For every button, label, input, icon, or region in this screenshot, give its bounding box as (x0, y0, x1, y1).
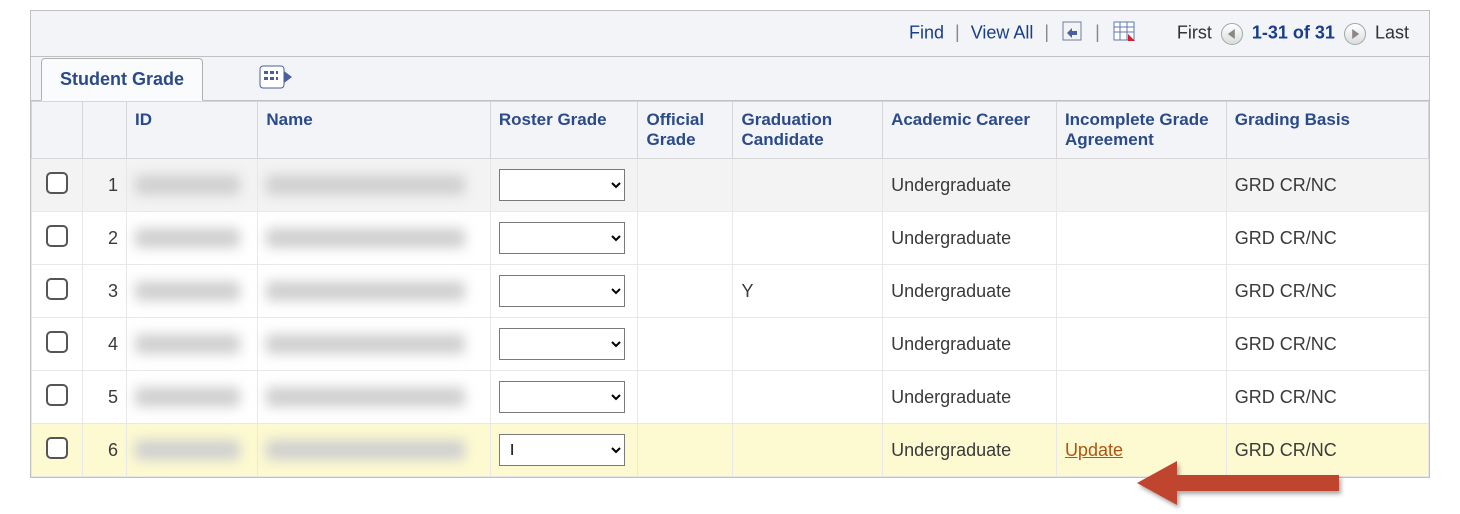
roster-grade-select[interactable] (499, 169, 625, 201)
roster-grade-select[interactable] (499, 222, 625, 254)
col-header-select (32, 102, 83, 159)
find-link[interactable]: Find (909, 22, 944, 42)
student-grade-table: ID Name Roster Grade Official Grade Grad… (31, 101, 1429, 477)
student-name-cell (258, 371, 490, 424)
grading-basis-cell: GRD CR/NC (1226, 318, 1428, 371)
row-number: 4 (82, 318, 126, 371)
zoom-icon[interactable] (1062, 21, 1082, 46)
official-grade-cell (638, 424, 733, 477)
col-header-basis[interactable]: Grading Basis (1226, 102, 1428, 159)
student-name-cell (258, 424, 490, 477)
student-name-cell (258, 318, 490, 371)
official-grade-cell (638, 265, 733, 318)
row-select-checkbox[interactable] (46, 225, 68, 247)
grading-basis-cell: GRD CR/NC (1226, 424, 1428, 477)
student-id-cell (127, 318, 258, 371)
separator: | (1044, 22, 1049, 42)
official-grade-cell (638, 318, 733, 371)
academic-career-cell: Undergraduate (883, 265, 1057, 318)
table-row: 1 Undergraduate GRD CR/NC (32, 159, 1429, 212)
grading-basis-cell: GRD CR/NC (1226, 212, 1428, 265)
grid-toolbar: Find | View All | | First 1-31 of 31 Las… (31, 11, 1429, 57)
last-label[interactable]: Last (1375, 22, 1409, 42)
student-name-cell (258, 159, 490, 212)
col-header-id[interactable]: ID (127, 102, 258, 159)
row-select-checkbox[interactable] (46, 384, 68, 406)
row-number: 2 (82, 212, 126, 265)
academic-career-cell: Undergraduate (883, 424, 1057, 477)
show-all-columns-icon[interactable] (259, 65, 293, 94)
roster-grade-select[interactable] (499, 381, 625, 413)
grad-candidate-cell (733, 318, 883, 371)
grad-candidate-cell (733, 212, 883, 265)
academic-career-cell: Undergraduate (883, 318, 1057, 371)
student-id-cell (127, 371, 258, 424)
official-grade-cell (638, 159, 733, 212)
academic-career-cell: Undergraduate (883, 212, 1057, 265)
row-select-checkbox[interactable] (46, 278, 68, 300)
incomplete-agreement-cell (1056, 265, 1226, 318)
roster-grade-select[interactable]: I (499, 434, 625, 466)
student-id-cell (127, 212, 258, 265)
col-header-gradcand[interactable]: Graduation Candidate (733, 102, 883, 159)
grad-candidate-cell: Y (733, 265, 883, 318)
grad-candidate-cell (733, 371, 883, 424)
student-id-cell (127, 265, 258, 318)
grad-candidate-cell (733, 424, 883, 477)
separator: | (955, 22, 960, 42)
grading-basis-cell: GRD CR/NC (1226, 371, 1428, 424)
next-page-button[interactable] (1344, 23, 1366, 45)
row-number: 3 (82, 265, 126, 318)
col-header-incomplete[interactable]: Incomplete Grade Agreement (1056, 102, 1226, 159)
col-header-career[interactable]: Academic Career (883, 102, 1057, 159)
roster-grade-select[interactable] (499, 328, 625, 360)
table-row: 2 Undergraduate GRD CR/NC (32, 212, 1429, 265)
table-row: 4 Undergraduate GRD CR/NC (32, 318, 1429, 371)
official-grade-cell (638, 371, 733, 424)
prev-page-button[interactable] (1221, 23, 1243, 45)
grad-candidate-cell (733, 159, 883, 212)
table-row: 3 YUndergraduate GRD CR/NC (32, 265, 1429, 318)
table-row: 6 I Undergraduate Update GRD CR/NC (32, 424, 1429, 477)
row-select-checkbox[interactable] (46, 437, 68, 459)
grading-basis-cell: GRD CR/NC (1226, 265, 1428, 318)
incomplete-agreement-cell (1056, 318, 1226, 371)
student-name-cell (258, 265, 490, 318)
page-range: 1-31 of 31 (1252, 22, 1335, 42)
col-header-name[interactable]: Name (258, 102, 490, 159)
roster-grade-select[interactable] (499, 275, 625, 307)
row-number: 6 (82, 424, 126, 477)
academic-career-cell: Undergraduate (883, 159, 1057, 212)
col-header-roster[interactable]: Roster Grade (490, 102, 638, 159)
row-number: 1 (82, 159, 126, 212)
col-header-official[interactable]: Official Grade (638, 102, 733, 159)
tab-student-grade[interactable]: Student Grade (41, 58, 203, 101)
incomplete-agreement-cell (1056, 371, 1226, 424)
row-select-checkbox[interactable] (46, 172, 68, 194)
student-name-cell (258, 212, 490, 265)
incomplete-agreement-cell: Update (1056, 424, 1226, 477)
student-id-cell (127, 424, 258, 477)
incomplete-agreement-cell (1056, 212, 1226, 265)
grading-basis-cell: GRD CR/NC (1226, 159, 1428, 212)
academic-career-cell: Undergraduate (883, 371, 1057, 424)
view-all-link[interactable]: View All (971, 22, 1034, 42)
official-grade-cell (638, 212, 733, 265)
grade-roster-panel: Find | View All | | First 1-31 of 31 Las… (30, 10, 1430, 478)
table-row: 5 Undergraduate GRD CR/NC (32, 371, 1429, 424)
col-header-row (82, 102, 126, 159)
student-id-cell (127, 159, 258, 212)
update-link[interactable]: Update (1065, 440, 1123, 460)
row-select-checkbox[interactable] (46, 331, 68, 353)
incomplete-agreement-cell (1056, 159, 1226, 212)
download-icon[interactable] (1113, 21, 1135, 46)
first-label[interactable]: First (1177, 22, 1212, 42)
separator: | (1095, 22, 1100, 42)
row-number: 5 (82, 371, 126, 424)
tab-bar: Student Grade (31, 57, 1429, 101)
